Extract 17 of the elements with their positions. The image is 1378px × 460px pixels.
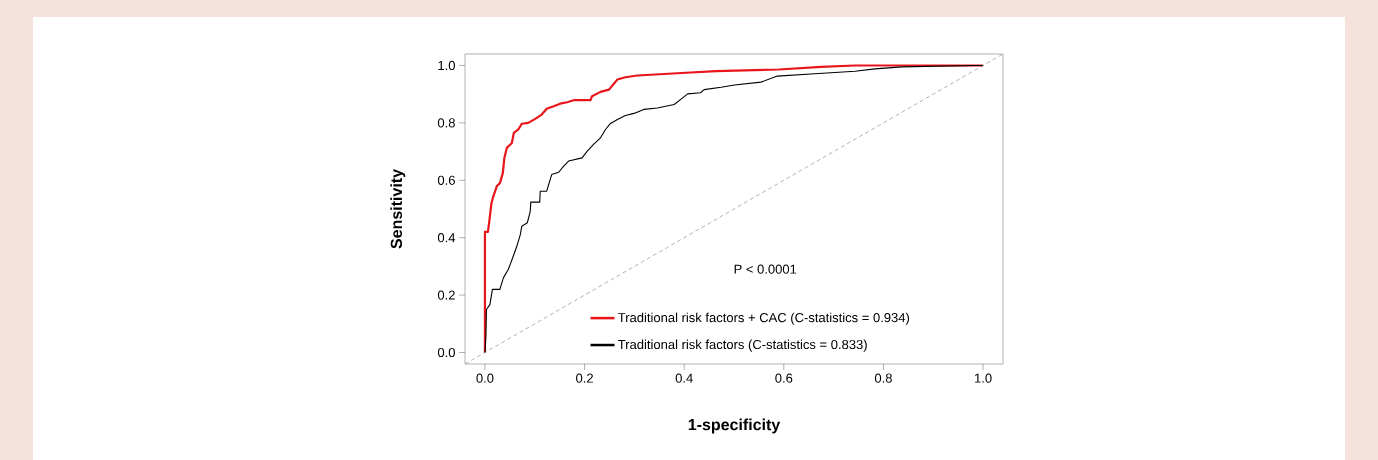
legend-label: Traditional risk factors + CAC (C-statistics = 0.934) <box>618 312 910 325</box>
annotation: P < 0.0001 <box>734 264 797 274</box>
y-tick-label: 1.0 <box>438 60 455 71</box>
y-tick-label: 0.6 <box>437 175 455 185</box>
y-tick-label: 0.4 <box>437 233 456 243</box>
y-tick-label: 0.0 <box>437 347 455 358</box>
x-axis-title: 1-specificity <box>688 418 781 434</box>
y-tick-label: 0.8 <box>437 118 455 128</box>
x-tick-label: 0.2 <box>576 373 593 383</box>
x-tick-label: 0.6 <box>775 373 793 383</box>
y-tick-label: 0.2 <box>437 290 455 300</box>
x-tick-label: 0.8 <box>874 373 892 383</box>
x-tick-label: 1.0 <box>975 373 992 383</box>
legend-label: Traditional risk factors (C-statistics = 0.833) <box>618 339 867 352</box>
y-axis-title: Sensitivity <box>390 169 406 249</box>
x-tick-label: 0.0 <box>476 373 494 383</box>
x-tick-label: 0.4 <box>675 373 693 383</box>
